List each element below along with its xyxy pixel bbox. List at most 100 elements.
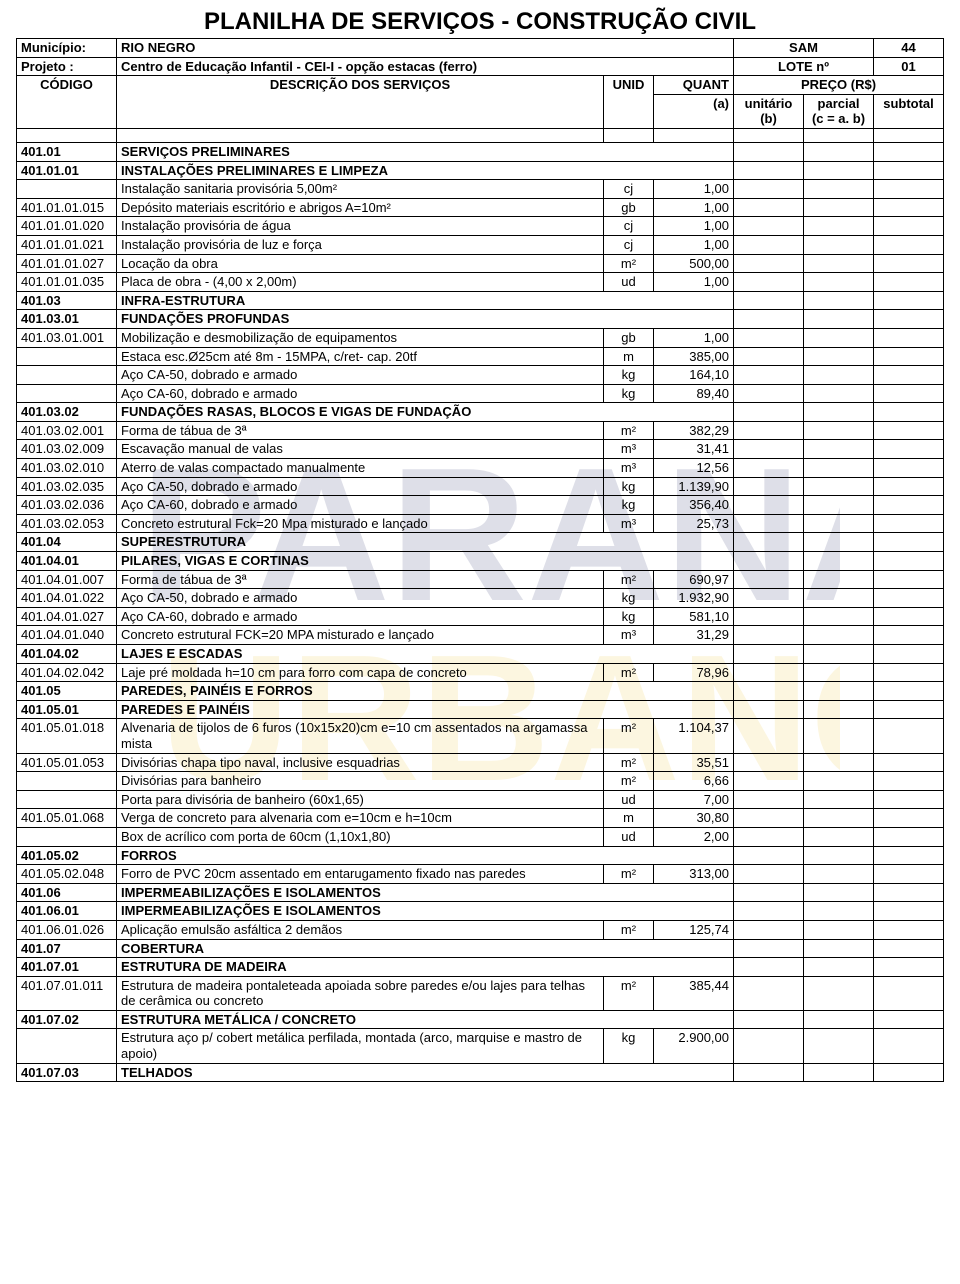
table-row: 401.06IMPERMEABILIZAÇÕES E ISOLAMENTOS (17, 883, 944, 902)
row-descricao: Forma de tábua de 3ª (117, 421, 604, 440)
row-unid: m² (604, 663, 654, 682)
row-unit (734, 883, 804, 902)
municipio-value: RIO NEGRO (117, 39, 734, 58)
col-unit: unitário(b) (734, 94, 804, 128)
row-codigo: 401.07 (17, 939, 117, 958)
row-subtotal (874, 440, 944, 459)
row-subtotal (874, 180, 944, 199)
row-unit (734, 645, 804, 664)
row-parcial (804, 827, 874, 846)
table-row: 401.05.02.048Forro de PVC 20cm assentado… (17, 865, 944, 884)
table-row: 401.05.01.068Verga de concreto para alve… (17, 809, 944, 828)
row-descricao: Box de acrílico com porta de 60cm (1,10x… (117, 827, 604, 846)
row-parcial (804, 902, 874, 921)
row-codigo: 401.01.01.020 (17, 217, 117, 236)
row-subtotal (874, 477, 944, 496)
row-subtotal (874, 772, 944, 791)
row-quant: 382,29 (654, 421, 734, 440)
row-unit (734, 1029, 804, 1063)
projeto-value: Centro de Educação Infantil - CEI-I - op… (117, 57, 734, 76)
row-unid: gb (604, 198, 654, 217)
page-title: PLANILHA DE SERVIÇOS - CONSTRUÇÃO CIVIL (16, 8, 944, 36)
row-descricao: TELHADOS (117, 1063, 734, 1082)
col-quant: QUANT (654, 76, 734, 95)
table-row: 401.05PAREDES, PAINÉIS E FORROS (17, 682, 944, 701)
row-descricao: COBERTURA (117, 939, 734, 958)
row-parcial (804, 384, 874, 403)
row-descricao: Aço CA-60, dobrado e armado (117, 607, 604, 626)
row-quant: 31,41 (654, 440, 734, 459)
row-quant: 164,10 (654, 366, 734, 385)
table-row: 401.07.01.011Estrutura de madeira pontal… (17, 976, 944, 1010)
row-descricao: FORROS (117, 846, 734, 865)
table-row: 401.07COBERTURA (17, 939, 944, 958)
row-unit (734, 682, 804, 701)
row-descricao: Placa de obra - (4,00 x 2,00m) (117, 273, 604, 292)
row-descricao: PILARES, VIGAS E CORTINAS (117, 552, 734, 571)
row-descricao: IMPERMEABILIZAÇÕES E ISOLAMENTOS (117, 883, 734, 902)
row-codigo: 401.01 (17, 142, 117, 161)
row-codigo (17, 180, 117, 199)
row-codigo: 401.03.02.035 (17, 477, 117, 496)
row-quant: 1.139,90 (654, 477, 734, 496)
row-subtotal (874, 883, 944, 902)
row-unid: m³ (604, 514, 654, 533)
row-unit (734, 366, 804, 385)
header-row-municipio: Município: RIO NEGRO SAM 44 (17, 39, 944, 58)
table-row: 401.01.01.027Locação da obram²500,00 (17, 254, 944, 273)
table-row: Instalação sanitaria provisória 5,00m²cj… (17, 180, 944, 199)
row-descricao: Verga de concreto para alvenaria com e=1… (117, 809, 604, 828)
row-unid: kg (604, 366, 654, 385)
row-unit (734, 790, 804, 809)
row-descricao: FUNDAÇÕES RASAS, BLOCOS E VIGAS DE FUNDA… (117, 403, 734, 422)
row-unit (734, 607, 804, 626)
row-codigo: 401.03.01 (17, 310, 117, 329)
table-row: Divisórias para banheirom²6,66 (17, 772, 944, 791)
table-row: 401.03.02.035Aço CA-50, dobrado e armado… (17, 477, 944, 496)
table-row: 401.03.02.036Aço CA-60, dobrado e armado… (17, 496, 944, 515)
table-row: Box de acrílico com porta de 60cm (1,10x… (17, 827, 944, 846)
row-subtotal (874, 421, 944, 440)
row-codigo: 401.06 (17, 883, 117, 902)
row-quant: 1.104,37 (654, 719, 734, 753)
row-parcial (804, 142, 874, 161)
table-row: 401.03.01.001Mobilização e desmobilizaçã… (17, 328, 944, 347)
row-unit (734, 902, 804, 921)
row-codigo: 401.03.02.001 (17, 421, 117, 440)
row-subtotal (874, 347, 944, 366)
row-codigo: 401.01.01 (17, 161, 117, 180)
row-unit (734, 328, 804, 347)
row-unit (734, 1063, 804, 1082)
row-unit (734, 142, 804, 161)
row-subtotal (874, 384, 944, 403)
row-parcial (804, 235, 874, 254)
row-descricao: Aplicação emulsão asfáltica 2 demãos (117, 920, 604, 939)
row-unit (734, 198, 804, 217)
sam-value: 44 (874, 39, 944, 58)
table-row: 401.03.02.010Aterro de valas compactado … (17, 459, 944, 478)
row-parcial (804, 570, 874, 589)
table-row: 401.01.01.015Depósito materiais escritór… (17, 198, 944, 217)
table-row: 401.04.01.040Concreto estrutural FCK=20 … (17, 626, 944, 645)
row-descricao: Mobilização e desmobilização de equipame… (117, 328, 604, 347)
row-parcial (804, 273, 874, 292)
col-parcial: parcial(c = a. b) (804, 94, 874, 128)
row-unid: ud (604, 273, 654, 292)
sam-label: SAM (734, 39, 874, 58)
row-parcial (804, 421, 874, 440)
table-row: 401.03.02.053Concreto estrutural Fck=20 … (17, 514, 944, 533)
row-subtotal (874, 607, 944, 626)
row-quant: 89,40 (654, 384, 734, 403)
row-parcial (804, 1063, 874, 1082)
row-unit (734, 533, 804, 552)
row-unit (734, 477, 804, 496)
row-subtotal (874, 570, 944, 589)
row-unit (734, 663, 804, 682)
row-descricao: Forma de tábua de 3ª (117, 570, 604, 589)
row-quant: 78,96 (654, 663, 734, 682)
row-quant: 500,00 (654, 254, 734, 273)
row-subtotal (874, 533, 944, 552)
row-parcial (804, 198, 874, 217)
row-unid: cj (604, 217, 654, 236)
table-row: 401.04.01.027Aço CA-60, dobrado e armado… (17, 607, 944, 626)
